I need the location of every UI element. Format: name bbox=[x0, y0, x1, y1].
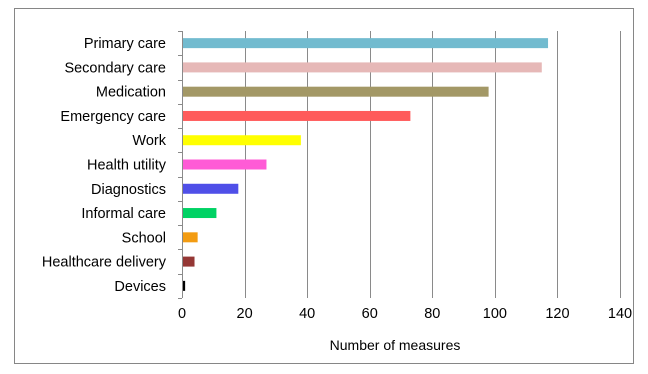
category-label: Medication bbox=[96, 85, 166, 101]
category-label: Secondary care bbox=[64, 60, 166, 76]
bar bbox=[183, 86, 489, 97]
category-label: Work bbox=[132, 133, 166, 149]
x-tick-label: 140 bbox=[608, 306, 632, 322]
category-label: School bbox=[122, 230, 166, 246]
x-tick-label: 100 bbox=[483, 306, 507, 322]
chart-frame: Primary care Secondary care Medication Emer… bbox=[14, 8, 634, 364]
category-label: Diagnostics bbox=[91, 182, 166, 198]
bar bbox=[183, 280, 186, 291]
category-label: Informal care bbox=[81, 206, 166, 222]
category-labels: Primary care Secondary care Medication Emer… bbox=[42, 36, 167, 295]
x-tick-label: 0 bbox=[178, 306, 186, 322]
bar bbox=[183, 208, 217, 219]
bar-chart: Primary care Secondary care Medication Emer… bbox=[42, 31, 632, 353]
category-label: Emergency care bbox=[60, 109, 166, 125]
category-label: Healthcare delivery bbox=[42, 255, 167, 271]
x-tick-label: 80 bbox=[424, 306, 440, 322]
bar bbox=[183, 256, 195, 267]
bars bbox=[183, 38, 549, 291]
bar bbox=[183, 232, 198, 243]
x-tick-label: 60 bbox=[362, 306, 378, 322]
bar bbox=[183, 183, 239, 194]
bar bbox=[183, 159, 267, 170]
category-label: Primary care bbox=[84, 36, 166, 52]
category-label: Devices bbox=[114, 279, 166, 295]
x-tick-label: 20 bbox=[237, 306, 253, 322]
x-tick-label: 120 bbox=[545, 306, 569, 322]
grid-lines bbox=[178, 31, 621, 299]
x-tick-label: 40 bbox=[299, 306, 315, 322]
x-axis-title: Number of measures bbox=[330, 337, 461, 353]
bar bbox=[183, 135, 301, 146]
bar bbox=[183, 38, 549, 49]
bar bbox=[183, 62, 542, 73]
category-label: Health utility bbox=[87, 158, 167, 174]
x-tick-labels: 0 20 40 60 80 100 120 140 bbox=[178, 306, 632, 322]
bar bbox=[183, 110, 411, 121]
